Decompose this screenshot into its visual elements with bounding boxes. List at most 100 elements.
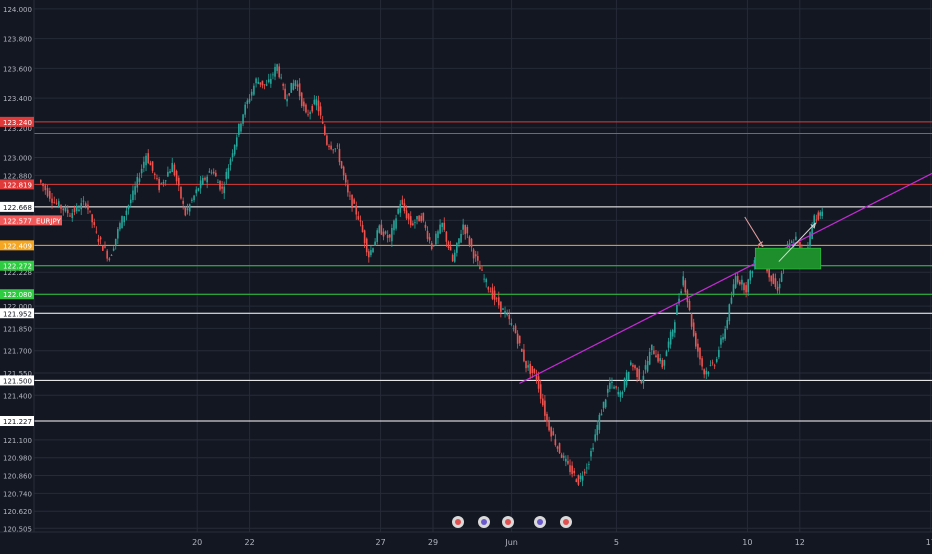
candle-body <box>219 180 221 190</box>
candle-body <box>479 266 481 270</box>
candle-body <box>294 80 297 87</box>
indicator-icon-3-dot <box>505 519 511 525</box>
price-tag-label: 122.272 <box>3 263 32 271</box>
candle-body <box>579 475 582 480</box>
candle-body <box>734 276 737 288</box>
candle-body <box>705 370 708 375</box>
y-tick-label: 123.400 <box>3 95 32 103</box>
candle-body <box>611 381 613 383</box>
candle-body <box>489 291 492 293</box>
indicator-icon-4[interactable] <box>534 516 546 528</box>
candle-body <box>180 186 182 199</box>
candle-body <box>250 91 253 96</box>
candle-body <box>586 467 588 469</box>
candle-body <box>401 199 404 205</box>
indicator-icon-2[interactable] <box>478 516 490 528</box>
candle-body <box>510 322 513 325</box>
indicator-icon-5-dot <box>563 519 569 525</box>
candle-body <box>741 279 743 285</box>
candle-body <box>357 216 360 220</box>
candle-body <box>40 179 42 183</box>
x-tick-label: 10 <box>742 538 752 547</box>
candle-body <box>384 231 387 234</box>
candle-body <box>722 337 724 340</box>
candle-body <box>97 239 100 242</box>
arrow-shaft <box>744 216 764 247</box>
candle-body <box>265 84 268 86</box>
candle-body <box>151 161 154 171</box>
candle-body <box>349 195 351 197</box>
candle-body <box>380 224 383 235</box>
candle-body <box>627 371 630 381</box>
arrow-shaft <box>778 222 816 262</box>
candle-body <box>108 258 111 260</box>
candle-body <box>93 222 96 225</box>
candle-body <box>815 219 818 221</box>
candle-body <box>87 204 89 210</box>
price-tag-label: 122.409 <box>3 242 32 250</box>
candle-body <box>537 376 540 389</box>
price-tag: 121.227 <box>0 415 34 426</box>
candle-body <box>588 464 590 466</box>
candle-body <box>365 238 368 253</box>
price-tag-label: 121.227 <box>3 418 32 426</box>
candle-body <box>199 180 202 189</box>
x-tick-label: Jun <box>504 538 518 547</box>
candle-body <box>813 215 816 226</box>
candle-body <box>581 475 584 481</box>
candle-body <box>502 308 504 310</box>
indicator-icon-3[interactable] <box>502 516 514 528</box>
candle-body <box>206 176 208 183</box>
candle-body <box>445 231 448 242</box>
candle-body <box>799 241 801 248</box>
candle-body <box>634 365 636 369</box>
candle-body <box>715 359 718 362</box>
candle-body <box>272 74 274 76</box>
chart-event-icons[interactable] <box>452 516 572 528</box>
candle-body <box>407 213 410 220</box>
indicator-icon-5[interactable] <box>560 516 572 528</box>
symbol-tag-bg <box>34 215 62 226</box>
candle-body <box>422 212 425 221</box>
candle-body <box>129 199 132 204</box>
candle-body <box>655 355 657 358</box>
candle-body <box>104 246 106 248</box>
candle-body <box>313 99 316 105</box>
candle-body <box>504 311 506 314</box>
candle-body <box>66 209 69 214</box>
candle-body <box>491 287 494 299</box>
candle-body <box>426 230 429 239</box>
candle-body <box>692 322 695 336</box>
current-price-bg <box>0 215 34 226</box>
candle-body <box>414 222 416 224</box>
candle-body <box>682 276 685 286</box>
candle-body <box>535 374 538 380</box>
candle-body <box>711 362 714 364</box>
candle-body <box>776 286 779 291</box>
candle-body <box>678 298 680 304</box>
candle-body <box>106 250 108 259</box>
candle-body <box>298 83 301 97</box>
candle-body <box>747 279 749 293</box>
candle-body <box>730 297 733 304</box>
x-axis-panel <box>0 532 932 550</box>
x-tick-label: 27 <box>376 538 386 547</box>
candle-body <box>569 465 571 473</box>
candle-body <box>215 172 217 177</box>
y-tick-label: 123.000 <box>3 155 32 163</box>
y-axis-panel <box>0 0 34 550</box>
candle-body <box>238 123 240 135</box>
candle-body <box>665 351 668 357</box>
indicator-icon-1[interactable] <box>452 516 464 528</box>
candle-body <box>441 222 443 227</box>
candle-body <box>594 434 596 441</box>
candle-body <box>123 216 126 223</box>
candle-body <box>648 351 651 365</box>
candle-body <box>623 378 626 391</box>
candle-body <box>780 273 783 282</box>
candle-body <box>242 114 244 124</box>
candle-body <box>653 350 655 355</box>
candle-body <box>267 79 270 83</box>
